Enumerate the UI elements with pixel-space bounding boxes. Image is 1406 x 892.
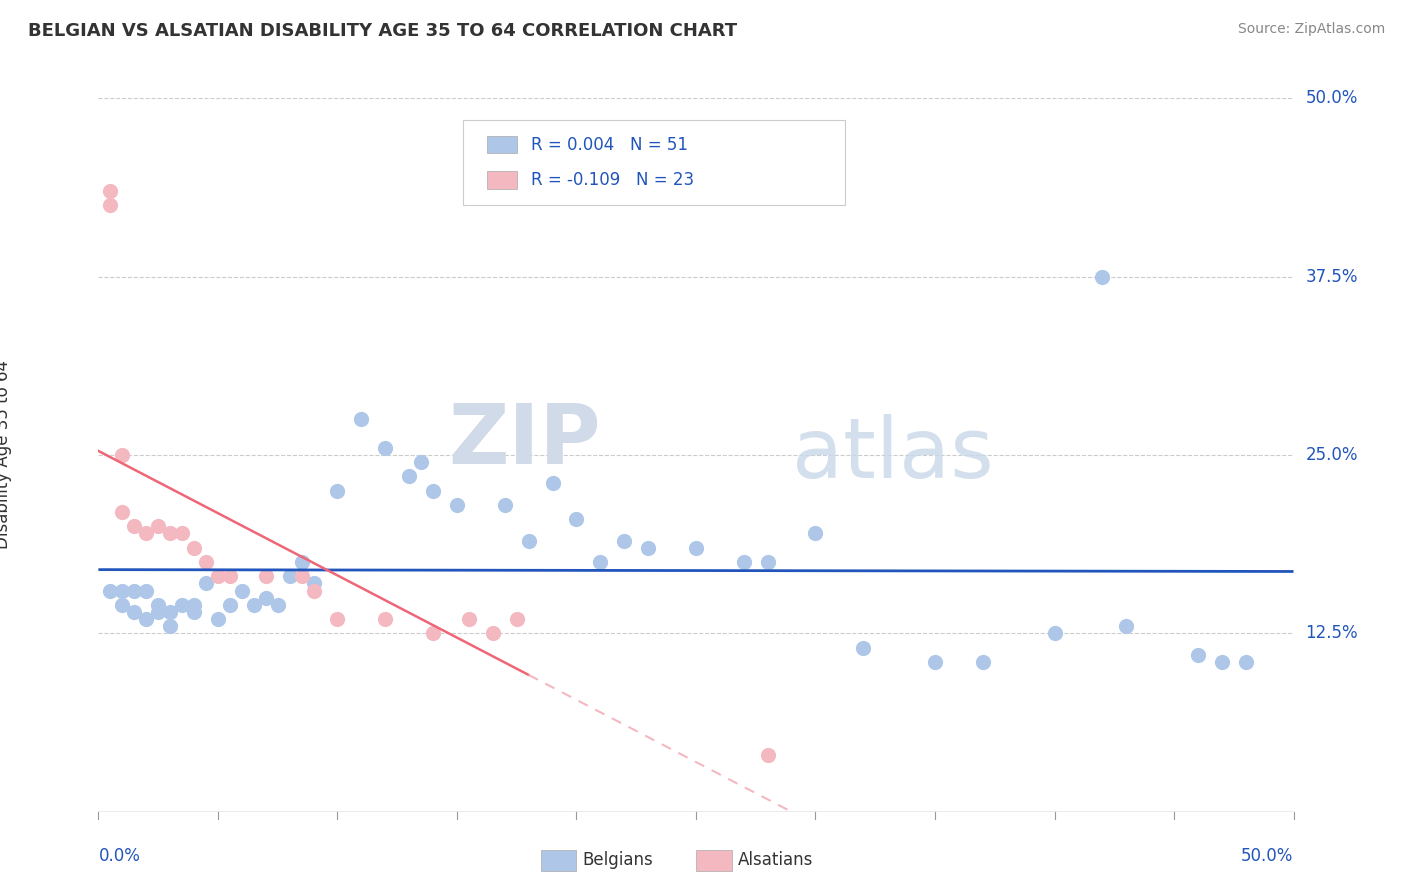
- Point: [124, 583, 146, 598]
- Point: [1234, 655, 1257, 669]
- Text: Belgians: Belgians: [582, 851, 654, 869]
- Point: [135, 526, 157, 541]
- Point: [231, 583, 253, 598]
- Point: [613, 533, 636, 548]
- Point: [254, 591, 277, 605]
- Point: [111, 598, 134, 612]
- Point: [1043, 626, 1066, 640]
- Point: [1211, 655, 1233, 669]
- Point: [148, 605, 170, 619]
- Point: [494, 498, 516, 512]
- Text: R = -0.109   N = 23: R = -0.109 N = 23: [531, 171, 695, 189]
- Point: [111, 583, 134, 598]
- Point: [458, 612, 481, 626]
- Point: [685, 541, 707, 555]
- Point: [326, 483, 349, 498]
- Point: [565, 512, 588, 526]
- Text: Disability Age 35 to 64: Disability Age 35 to 64: [0, 360, 11, 549]
- Point: [374, 612, 396, 626]
- Point: [183, 605, 205, 619]
- Point: [98, 583, 122, 598]
- FancyBboxPatch shape: [696, 849, 733, 871]
- Point: [302, 583, 325, 598]
- Point: [733, 555, 755, 569]
- Point: [219, 569, 242, 583]
- Point: [135, 612, 157, 626]
- Point: [852, 640, 875, 655]
- Point: [111, 448, 134, 462]
- Point: [290, 569, 312, 583]
- Text: Alsatians: Alsatians: [738, 851, 813, 869]
- Point: [1187, 648, 1209, 662]
- Point: [98, 198, 122, 212]
- Text: BELGIAN VS ALSATIAN DISABILITY AGE 35 TO 64 CORRELATION CHART: BELGIAN VS ALSATIAN DISABILITY AGE 35 TO…: [28, 22, 737, 40]
- Point: [411, 455, 433, 469]
- FancyBboxPatch shape: [463, 120, 845, 205]
- Point: [254, 569, 277, 583]
- FancyBboxPatch shape: [486, 136, 517, 153]
- Point: [374, 441, 396, 455]
- Text: R = 0.004   N = 51: R = 0.004 N = 51: [531, 136, 688, 153]
- FancyBboxPatch shape: [540, 849, 576, 871]
- Point: [972, 655, 994, 669]
- Point: [243, 598, 266, 612]
- Point: [194, 576, 217, 591]
- Point: [756, 747, 779, 762]
- Point: [159, 619, 181, 633]
- Text: 0.0%: 0.0%: [98, 847, 141, 865]
- Point: [398, 469, 420, 483]
- Text: 50.0%: 50.0%: [1305, 89, 1358, 107]
- Point: [98, 184, 122, 198]
- Point: [267, 598, 290, 612]
- Point: [446, 498, 468, 512]
- Point: [159, 605, 181, 619]
- Point: [148, 598, 170, 612]
- Point: [124, 519, 146, 533]
- Point: [124, 605, 146, 619]
- Point: [194, 555, 217, 569]
- Point: [172, 526, 194, 541]
- Point: [756, 555, 779, 569]
- Point: [172, 598, 194, 612]
- Point: [1115, 619, 1137, 633]
- Point: [517, 533, 540, 548]
- Point: [207, 612, 229, 626]
- Text: 37.5%: 37.5%: [1305, 268, 1358, 285]
- Point: [422, 626, 444, 640]
- Point: [278, 569, 301, 583]
- Point: [302, 576, 325, 591]
- Point: [148, 519, 170, 533]
- Point: [637, 541, 659, 555]
- Point: [207, 569, 229, 583]
- Point: [159, 526, 181, 541]
- Point: [481, 626, 505, 640]
- Point: [183, 541, 205, 555]
- Point: [1091, 269, 1114, 284]
- Text: 12.5%: 12.5%: [1305, 624, 1358, 642]
- Point: [804, 526, 827, 541]
- Point: [422, 483, 444, 498]
- Point: [350, 412, 373, 426]
- Point: [135, 583, 157, 598]
- Point: [183, 598, 205, 612]
- Point: [506, 612, 529, 626]
- Point: [326, 612, 349, 626]
- Text: atlas: atlas: [792, 415, 993, 495]
- Point: [290, 555, 312, 569]
- Point: [924, 655, 946, 669]
- Point: [589, 555, 612, 569]
- Point: [541, 476, 564, 491]
- Text: ZIP: ZIP: [449, 401, 600, 481]
- Point: [111, 505, 134, 519]
- Text: Source: ZipAtlas.com: Source: ZipAtlas.com: [1237, 22, 1385, 37]
- Point: [219, 598, 242, 612]
- FancyBboxPatch shape: [486, 171, 517, 189]
- Text: 50.0%: 50.0%: [1241, 847, 1294, 865]
- Text: 25.0%: 25.0%: [1305, 446, 1358, 464]
